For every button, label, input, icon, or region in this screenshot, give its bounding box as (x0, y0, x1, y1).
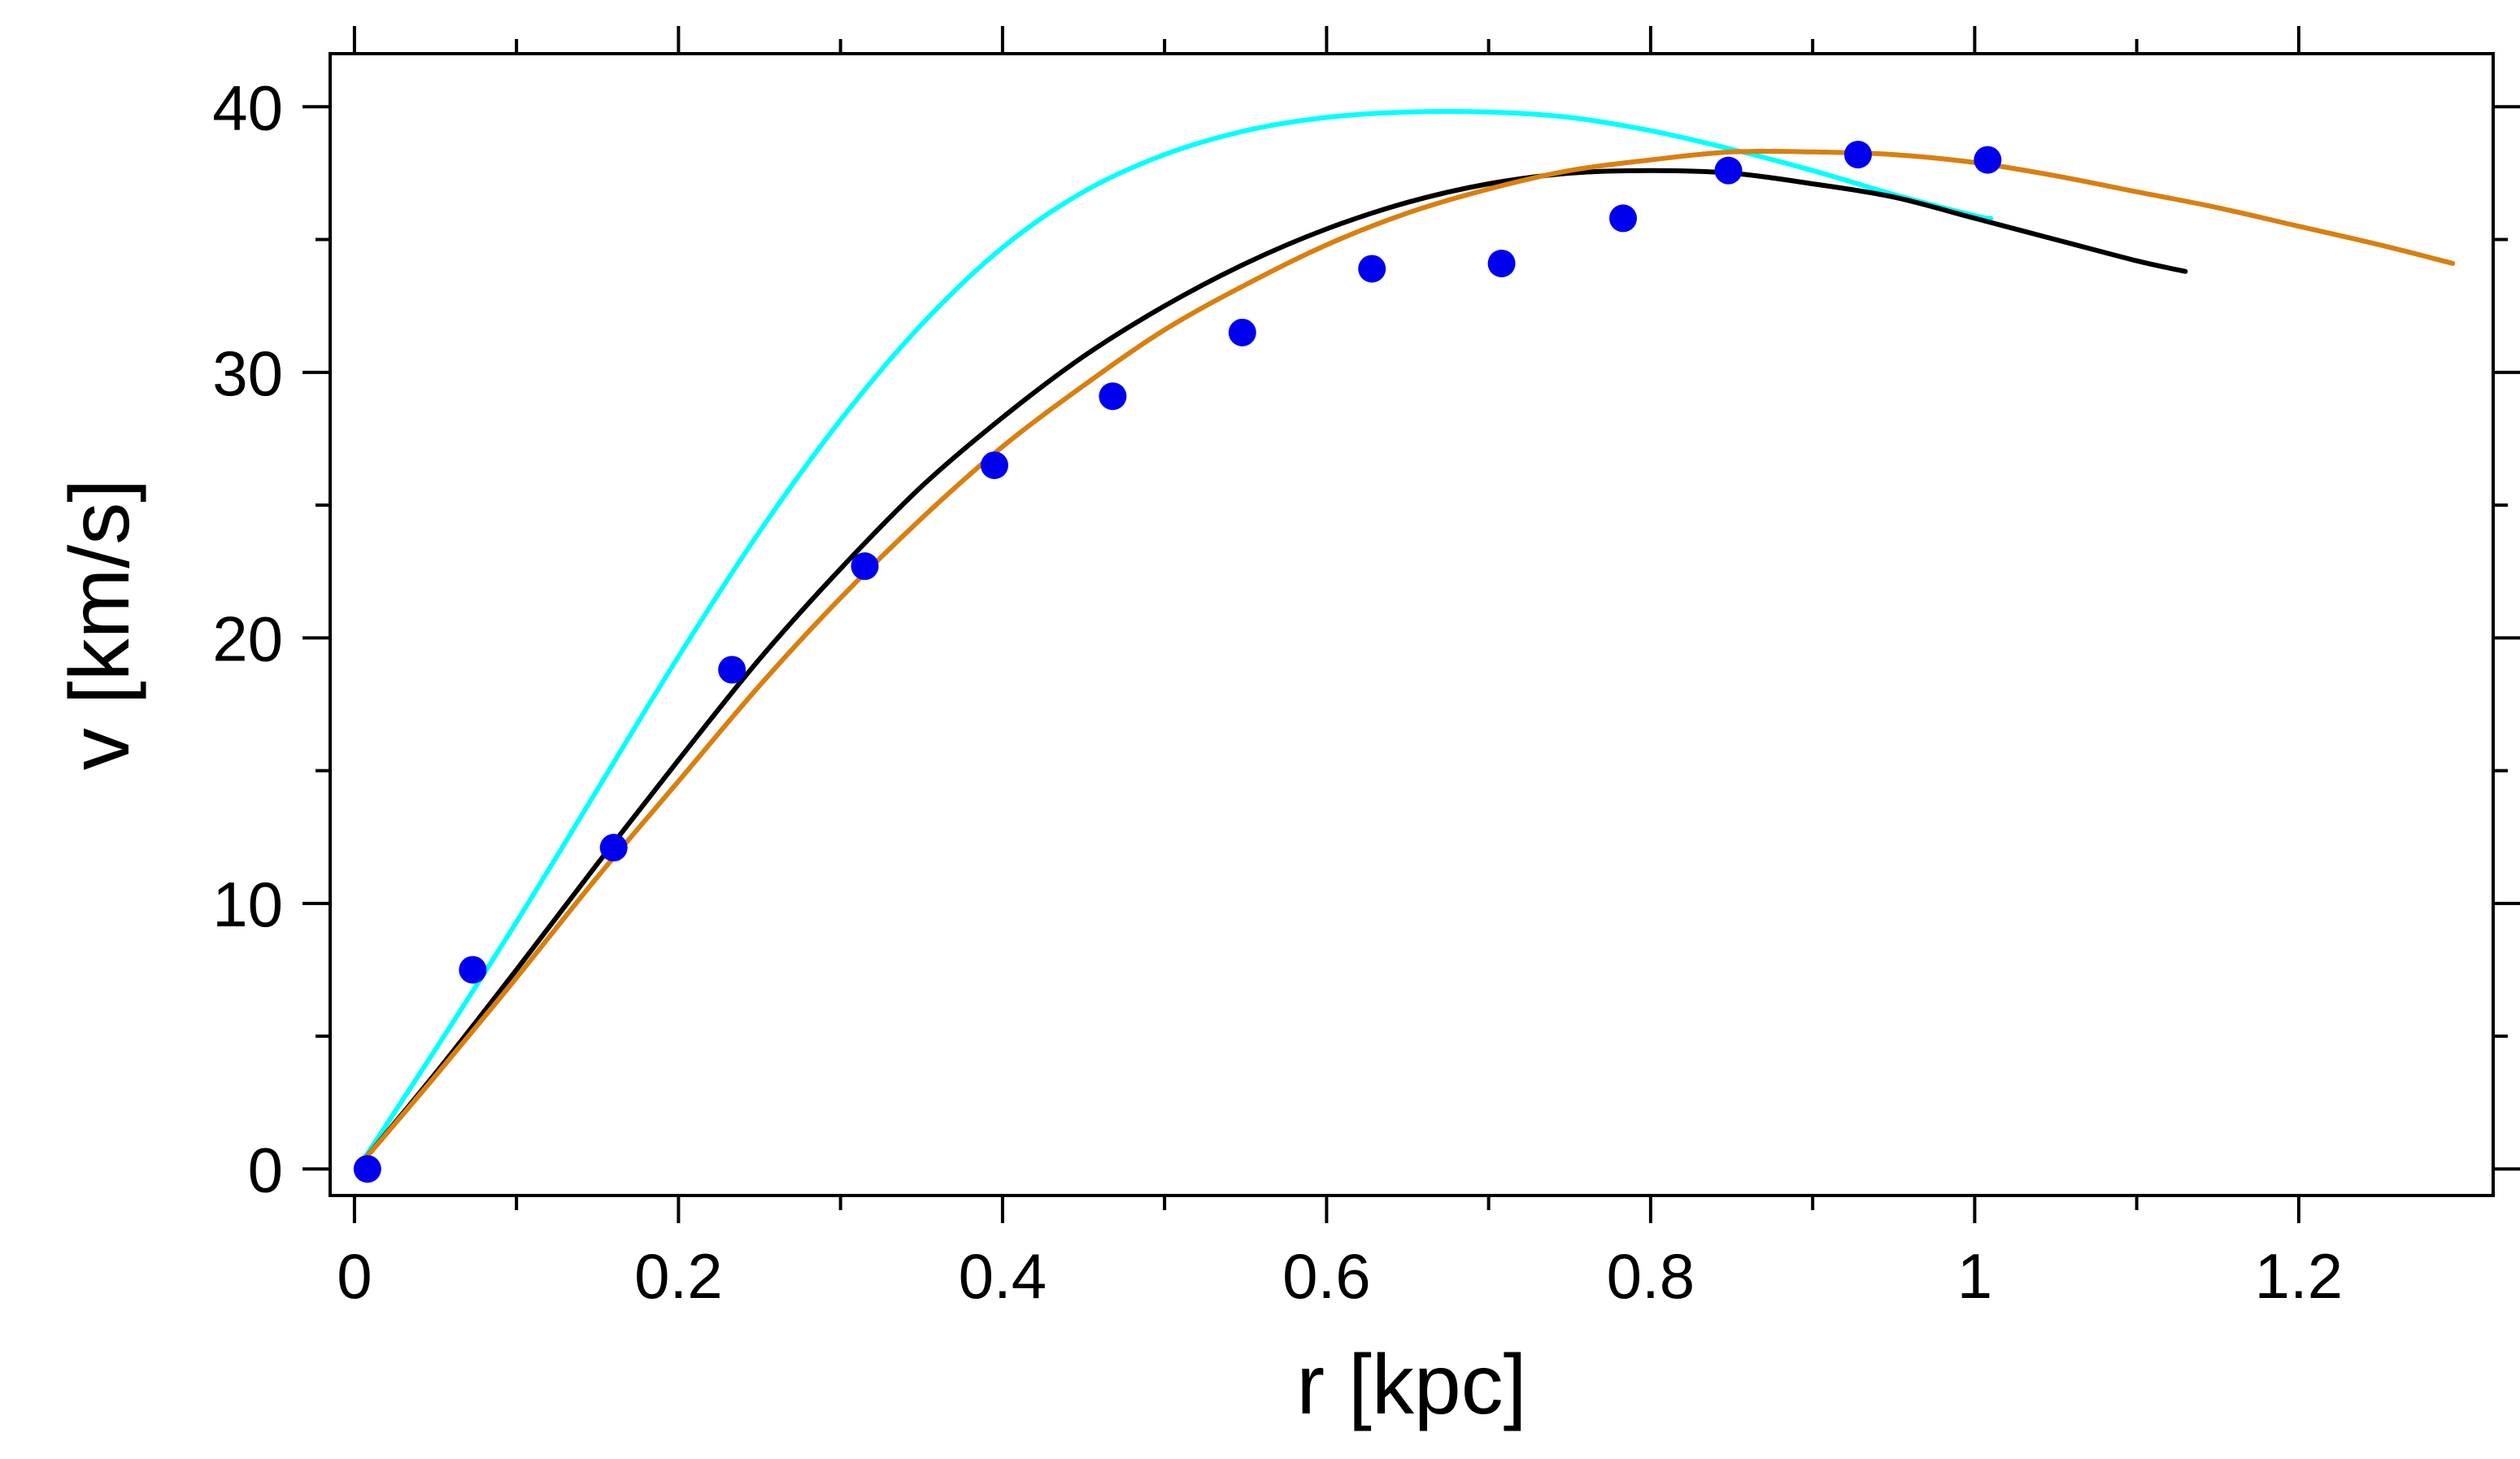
data-point (718, 655, 746, 684)
data-point (1609, 204, 1638, 233)
data-point (1843, 141, 1872, 169)
data-point (599, 834, 628, 862)
data-point (353, 1155, 381, 1183)
x-tick-label: 1.2 (2255, 1240, 2343, 1312)
y-tick-label: 0 (248, 1134, 283, 1205)
plot-frame (329, 52, 2495, 1197)
axis-ticks (302, 26, 2520, 1223)
series-line-black-model (358, 168, 2188, 1166)
data-point (1358, 255, 1386, 283)
y-tick-label: 40 (212, 72, 283, 143)
series-lines (358, 108, 2456, 1166)
series-line-cyan-model (358, 108, 1994, 1166)
x-axis-title: r [kpc] (1296, 1338, 1526, 1432)
x-tick-label: 1 (1957, 1240, 1992, 1312)
data-point (459, 956, 487, 984)
data-point (1714, 156, 1743, 185)
x-tick-label: 0.2 (634, 1240, 722, 1312)
x-tick-label: 0 (337, 1240, 372, 1312)
y-tick-label: 20 (212, 603, 283, 674)
data-point (851, 552, 879, 581)
data-point (1228, 318, 1256, 346)
data-point (1099, 382, 1127, 411)
series-points (353, 141, 2002, 1183)
series-line-orange-model (358, 148, 2456, 1166)
y-tick-label: 30 (212, 338, 283, 409)
data-point (1487, 249, 1516, 277)
data-point (980, 451, 1008, 480)
y-tick-label: 10 (212, 869, 283, 940)
y-axis-title: v [km/s] (53, 479, 147, 770)
data-point (1974, 146, 2002, 174)
x-tick-label: 0.6 (1282, 1240, 1370, 1312)
x-tick-label: 0.8 (1607, 1240, 1695, 1312)
x-tick-label: 0.4 (959, 1240, 1047, 1312)
tick-labels: 0 0.2 0.4 0.6 0.8 1 1.2 0 10 20 30 40 (212, 72, 2343, 1312)
